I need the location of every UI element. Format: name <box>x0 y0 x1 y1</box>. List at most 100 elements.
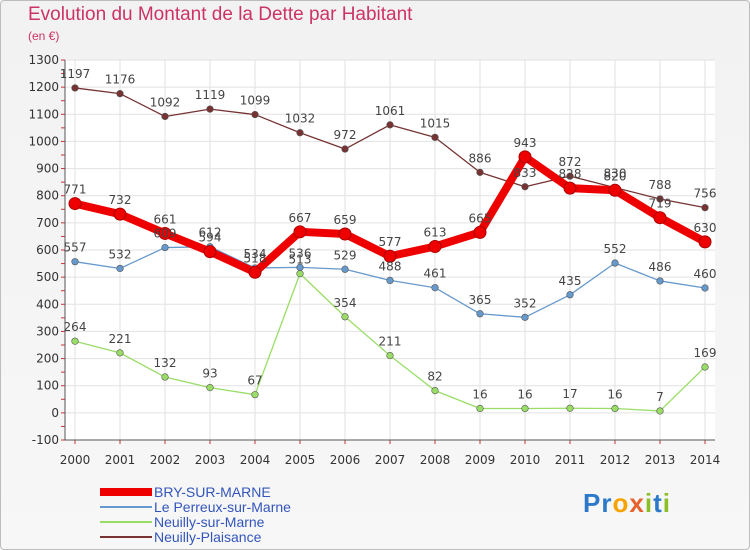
data-label: 461 <box>424 267 447 281</box>
data-label: 365 <box>469 293 492 307</box>
proxiti-logo: Proxiti <box>583 488 671 519</box>
data-point <box>251 110 259 119</box>
data-point <box>653 211 667 225</box>
data-point <box>476 404 484 413</box>
data-point <box>248 265 262 279</box>
data-point <box>296 129 304 137</box>
data-point <box>116 90 124 98</box>
data-label: 557 <box>64 241 87 255</box>
data-label: 435 <box>559 274 582 288</box>
x-tick-label: 2010 <box>510 453 541 467</box>
data-label: 830 <box>604 167 627 181</box>
data-point <box>563 181 577 195</box>
line-chart: -100 0 100 200 300 400 500 600 700 800 900 1000 1100… <box>28 53 720 467</box>
x-tick-label: 2009 <box>465 453 496 467</box>
data-label: 1092 <box>150 95 181 109</box>
data-point <box>386 121 394 129</box>
data-point <box>473 225 487 239</box>
logo-letter: i <box>644 488 654 518</box>
data-label: 886 <box>469 151 492 165</box>
x-tick-label: 2002 <box>150 453 181 467</box>
data-point <box>383 249 397 263</box>
x-tick-label: 2001 <box>105 453 136 467</box>
data-point <box>611 404 619 413</box>
x-tick-label: 2008 <box>420 453 451 467</box>
y-tick-label: 0 <box>51 406 59 420</box>
data-label: 1197 <box>60 67 91 81</box>
data-point <box>386 276 394 285</box>
data-point <box>341 265 349 273</box>
data-point <box>608 183 622 197</box>
data-label: 828 <box>559 167 582 181</box>
x-tick-label: 2005 <box>285 453 316 467</box>
data-label: 667 <box>289 211 312 225</box>
data-point <box>476 310 484 318</box>
data-labels: 1197 1176 1092 1119 1099 1032 972 1061 1015 886 83… <box>60 67 717 404</box>
data-point <box>161 112 169 121</box>
data-label: 513 <box>289 253 312 267</box>
data-label: 7 <box>656 390 664 404</box>
data-point <box>206 384 214 392</box>
data-label: 169 <box>694 346 717 360</box>
data-point <box>71 258 79 266</box>
data-label: 211 <box>379 335 402 349</box>
data-label: 659 <box>334 213 357 227</box>
legend-label: Neuilly-Plaisance <box>154 529 262 545</box>
data-label: 732 <box>109 193 132 207</box>
data-point <box>161 243 169 252</box>
legend-label: Le Perreux-sur-Marne <box>154 499 291 515</box>
data-label: 488 <box>379 259 402 273</box>
data-label: 1061 <box>375 104 406 118</box>
y-tick-label: 400 <box>36 297 59 311</box>
logo-letter: t <box>653 488 663 518</box>
data-label: 486 <box>649 260 672 274</box>
data-label: 1032 <box>285 112 316 126</box>
data-label: 833 <box>514 166 537 180</box>
x-tick-label: 2012 <box>600 453 631 467</box>
data-label: 536 <box>289 246 312 260</box>
x-tick-label: 2003 <box>195 453 226 467</box>
data-label: 756 <box>694 187 717 201</box>
data-label: 16 <box>517 388 532 402</box>
chart-unit-label: (en €) <box>28 29 60 43</box>
data-label: 788 <box>649 178 672 192</box>
data-label: 820 <box>604 169 627 183</box>
data-point <box>71 337 79 345</box>
data-label: 552 <box>604 242 627 256</box>
data-label: 529 <box>334 248 357 262</box>
data-label: 221 <box>109 332 132 346</box>
data-label: 719 <box>649 197 672 211</box>
logo-letter: i <box>662 488 671 518</box>
data-point <box>701 284 709 292</box>
data-label: 16 <box>472 388 487 402</box>
y-tick-label: 1200 <box>28 80 59 94</box>
axes: -100 0 100 200 300 400 500 600 700 800 900 1000 1100… <box>28 53 720 467</box>
y-tick-label: 100 <box>36 379 59 393</box>
data-label: 352 <box>514 296 537 310</box>
y-tick-label: 1300 <box>28 53 59 67</box>
data-point <box>656 407 664 415</box>
legend-swatch <box>100 536 152 538</box>
x-tick-label: 2014 <box>690 453 721 467</box>
data-point <box>431 133 439 141</box>
y-tick-label: 300 <box>36 324 59 338</box>
data-point <box>116 264 124 273</box>
series-lines <box>68 84 712 415</box>
data-label: 972 <box>334 128 357 142</box>
data-point <box>296 263 304 271</box>
data-label: 132 <box>154 356 177 370</box>
data-label: 1119 <box>195 88 226 102</box>
y-tick-label: 900 <box>36 162 59 176</box>
data-point <box>116 349 124 357</box>
chart-title: Evolution du Montant de la Dette par Hab… <box>28 4 413 25</box>
data-label: 354 <box>334 296 357 310</box>
data-label: 943 <box>514 136 537 150</box>
data-label: 1176 <box>105 73 136 87</box>
data-point <box>293 225 307 239</box>
x-tick-label: 2004 <box>240 453 271 467</box>
data-label: 665 <box>469 211 492 225</box>
data-point <box>611 259 619 267</box>
data-point <box>521 183 529 191</box>
data-point <box>251 391 259 399</box>
data-point <box>656 195 664 203</box>
